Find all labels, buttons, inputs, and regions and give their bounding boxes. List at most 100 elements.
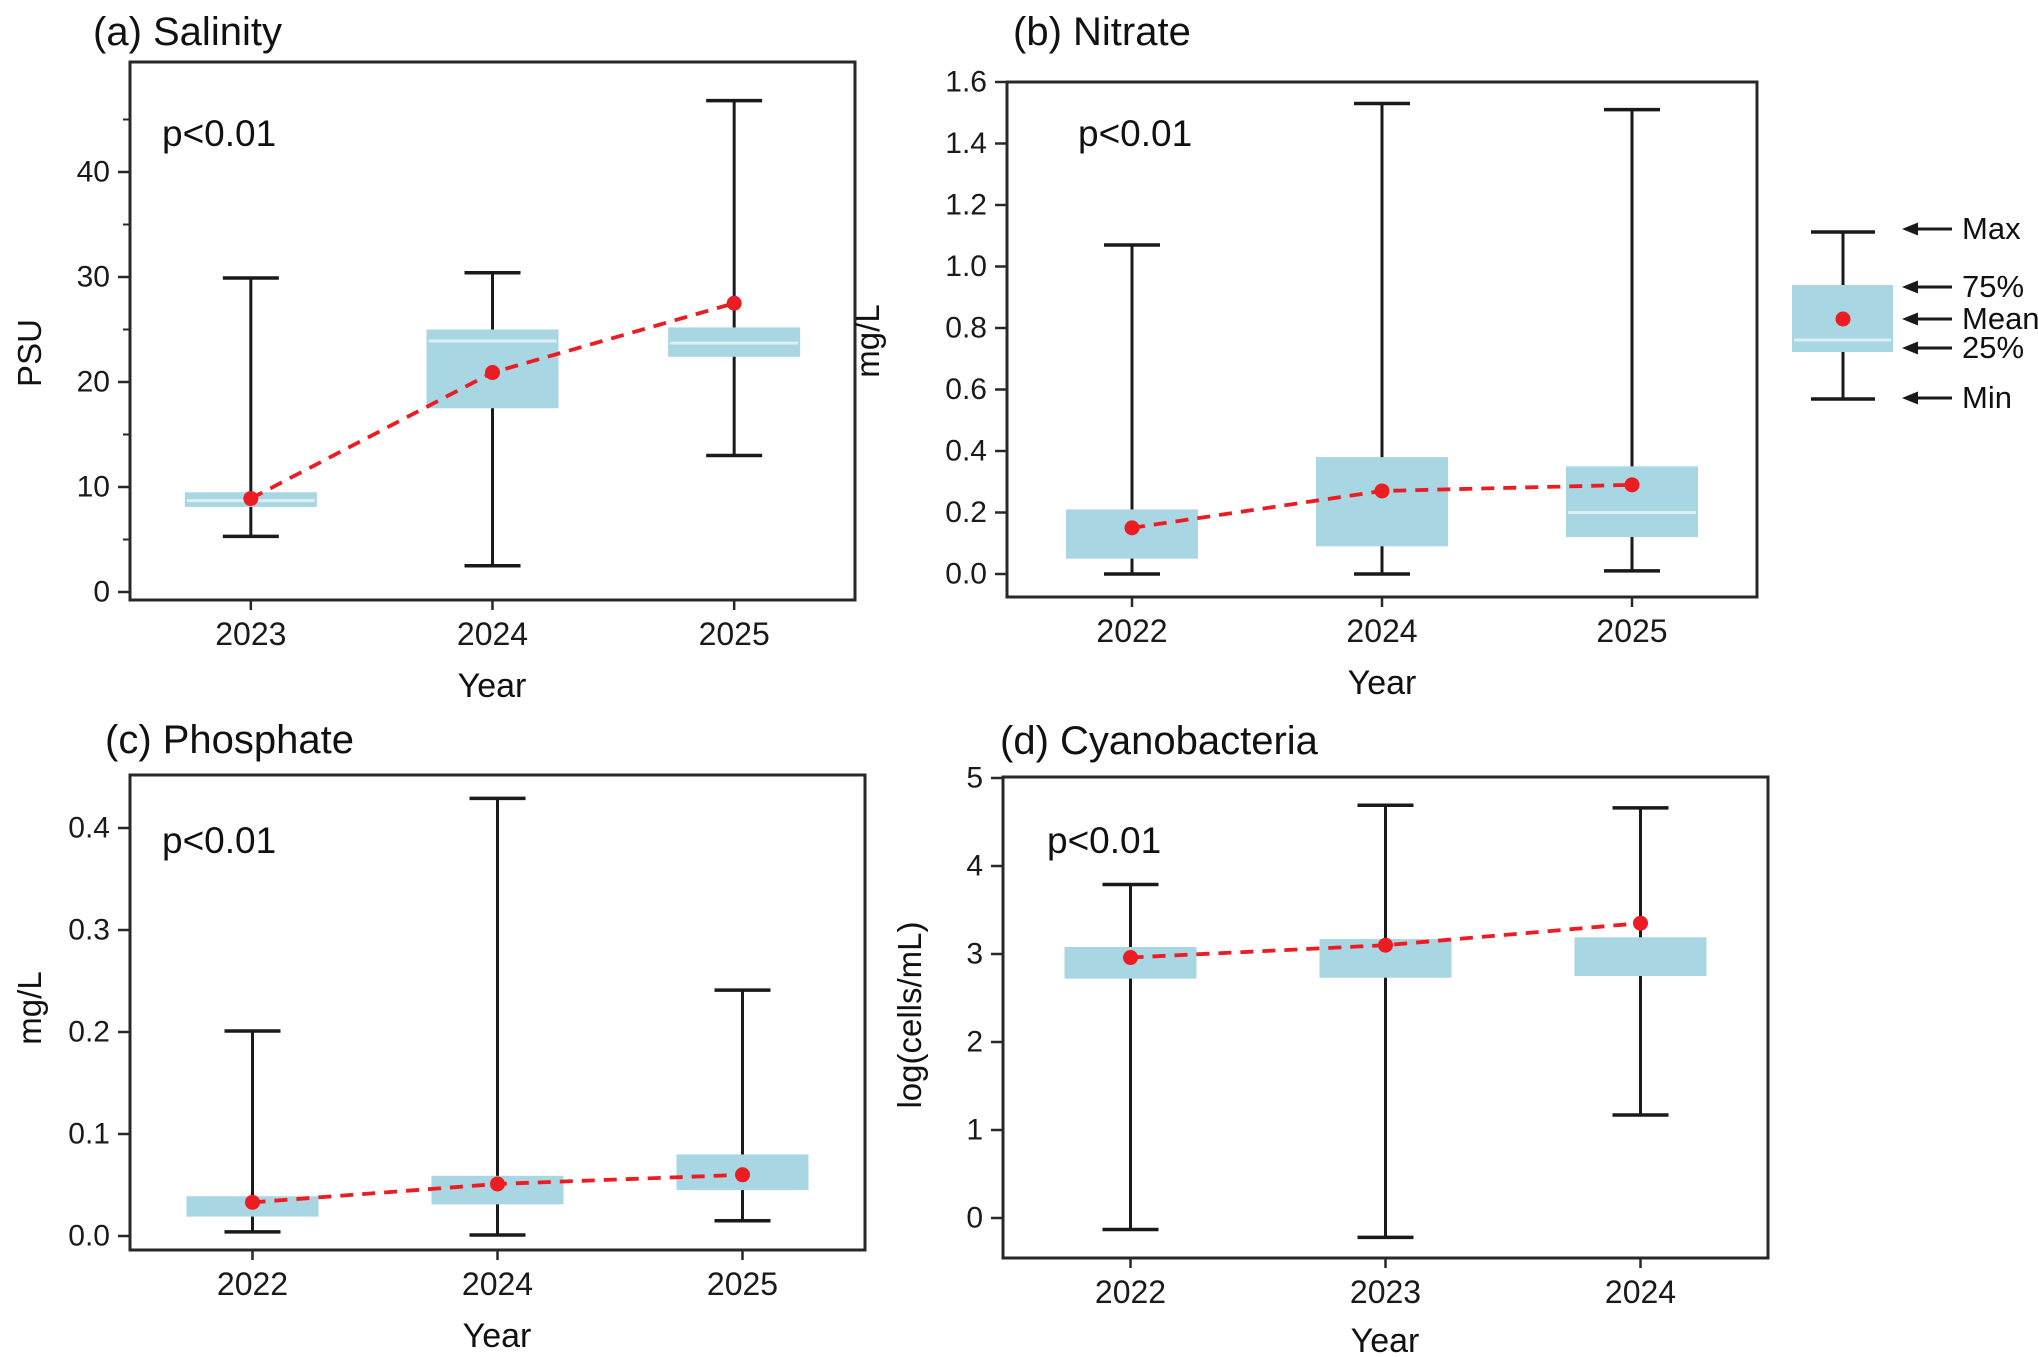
x-tick-label: 2022 xyxy=(1095,1274,1166,1310)
box-group-2023 xyxy=(1319,803,1452,1240)
box-group-2025 xyxy=(668,98,801,458)
mean-dot-2025 xyxy=(726,295,742,311)
panel-a-ylabel: PSU xyxy=(11,319,48,387)
y-tick-label: 40 xyxy=(77,156,110,189)
legend-label-max: Max xyxy=(1962,211,2021,246)
box-group-2024 xyxy=(1316,101,1448,576)
y-tick-label: 0 xyxy=(966,1202,983,1235)
box-group-2024 xyxy=(431,796,564,1237)
panel-b-pvalue: p<0.01 xyxy=(1078,113,1193,154)
legend-label-min: Min xyxy=(1962,380,2012,415)
legend-label-mean: Mean xyxy=(1962,301,2038,336)
legend-arrow-1 xyxy=(1902,280,1952,294)
panel-b-title: (b) Nitrate xyxy=(1013,10,1191,54)
mean-dot-2022 xyxy=(1123,950,1138,966)
x-tick-label: 2025 xyxy=(1596,613,1667,649)
panel-a-xlabel: Year xyxy=(457,667,527,705)
mean-dot-2024 xyxy=(1374,483,1390,499)
mean-dot-2025 xyxy=(735,1167,750,1183)
x-tick-label: 2024 xyxy=(1605,1274,1676,1310)
y-tick-label: 3 xyxy=(966,938,983,971)
panel-c-ylabel: mg/L xyxy=(11,971,48,1045)
mean-dot-2024 xyxy=(485,365,500,381)
panel-d-xlabel: Year xyxy=(1350,1322,1420,1357)
y-tick-label: 1.6 xyxy=(945,66,987,99)
x-tick-label: 2023 xyxy=(1350,1274,1421,1310)
legend-arrow-4 xyxy=(1902,391,1952,405)
box-group-2024 xyxy=(426,271,559,568)
mean-dot-2023 xyxy=(1378,937,1393,953)
panel-b-ylabel: mg/L xyxy=(849,304,886,378)
mean-dot-2023 xyxy=(243,491,259,507)
y-tick-label: 0.8 xyxy=(945,312,987,345)
x-tick-label: 2025 xyxy=(699,616,770,652)
x-tick-label: 2022 xyxy=(1096,613,1167,649)
mean-dot-2022 xyxy=(245,1194,260,1210)
mean-dot-2024 xyxy=(1633,915,1648,931)
panel-a-chart: 0 10 20 30 40 2023 2024 2025 xyxy=(77,60,857,652)
y-tick-label: 2 xyxy=(966,1026,983,1059)
mean-trend-line xyxy=(1130,921,1641,960)
x-tick-label: 2024 xyxy=(457,616,528,652)
x-tick-label: 2024 xyxy=(462,1266,533,1302)
y-tick-label: 0.4 xyxy=(68,812,110,845)
iqr-box xyxy=(1574,937,1707,976)
x-tick-label: 2022 xyxy=(217,1266,288,1302)
y-tick-label: 1.0 xyxy=(945,250,987,283)
legend-label-25: 25% xyxy=(1962,330,2025,365)
y-tick-label: 0.4 xyxy=(945,435,987,468)
y-tick-label: 0 xyxy=(93,576,110,609)
iqr-box xyxy=(1316,457,1448,547)
y-tick-label: 0.2 xyxy=(68,1016,110,1049)
arrow-head-icon xyxy=(1902,341,1918,355)
x-tick-label: 2023 xyxy=(215,616,286,652)
y-tick-label: 5 xyxy=(966,762,983,795)
arrow-head-icon xyxy=(1902,222,1918,236)
x-tick-label: 2024 xyxy=(1346,613,1417,649)
panel-c-xlabel: Year xyxy=(462,1317,532,1355)
iqr-box xyxy=(1566,466,1698,538)
mean-dot-2024 xyxy=(490,1176,505,1192)
y-tick-label: 0.1 xyxy=(68,1118,110,1151)
y-tick-label: 0.2 xyxy=(945,496,987,529)
panel-d-ylabel: log(cells/mL) xyxy=(891,921,928,1109)
legend xyxy=(1792,222,1952,405)
panel-d-title: (d) Cyanobacteria xyxy=(1000,719,1318,763)
panel-d-pvalue: p<0.01 xyxy=(1047,820,1162,861)
y-tick-label: 1.2 xyxy=(945,189,987,222)
mean-dot-2022 xyxy=(1124,520,1140,536)
panel-c-chart: 0.0 0.1 0.2 0.3 0.4 2022 2024 2025 xyxy=(68,773,867,1302)
y-tick-label: 0.6 xyxy=(945,373,987,406)
panel-b-chart: 0.0 0.2 0.4 0.6 0.8 1.0 1.2 1.4 1.6 2022 2024 2025 xyxy=(945,66,1759,649)
y-tick-label: 0.0 xyxy=(68,1220,110,1253)
legend-arrow-2 xyxy=(1902,312,1952,326)
legend-mean-dot xyxy=(1835,311,1851,327)
panel-b-xlabel: Year xyxy=(1347,664,1417,702)
y-tick-label: 4 xyxy=(966,850,983,883)
panel-a-pvalue: p<0.01 xyxy=(162,113,277,154)
y-tick-label: 20 xyxy=(77,366,110,399)
box-group-2024 xyxy=(1574,806,1707,1117)
panel-c-title: (c) Phosphate xyxy=(105,718,355,762)
y-tick-label: 0.0 xyxy=(945,558,987,591)
mean-dot-2025 xyxy=(1624,477,1640,493)
y-tick-label: 10 xyxy=(77,471,110,504)
panel-a-title: (a) Salinity xyxy=(93,10,282,54)
y-tick-label: 0.3 xyxy=(68,914,110,947)
arrow-head-icon xyxy=(1902,312,1918,326)
legend-arrow-3 xyxy=(1902,341,1952,355)
x-tick-label: 2025 xyxy=(707,1266,778,1302)
panel-c-pvalue: p<0.01 xyxy=(162,820,277,861)
box-group-2022 xyxy=(1064,882,1197,1232)
y-tick-label: 30 xyxy=(77,261,110,294)
box-group-2025 xyxy=(676,988,809,1223)
arrow-head-icon xyxy=(1902,391,1918,405)
arrow-head-icon xyxy=(1902,280,1918,294)
y-tick-label: 1.4 xyxy=(945,127,987,160)
box-group-2025 xyxy=(1566,107,1698,573)
legend-arrow-0 xyxy=(1902,222,1952,236)
y-tick-label: 1 xyxy=(966,1114,983,1147)
panel-d-chart: 0 1 2 3 4 5 2022 2023 2024 xyxy=(966,762,1770,1310)
